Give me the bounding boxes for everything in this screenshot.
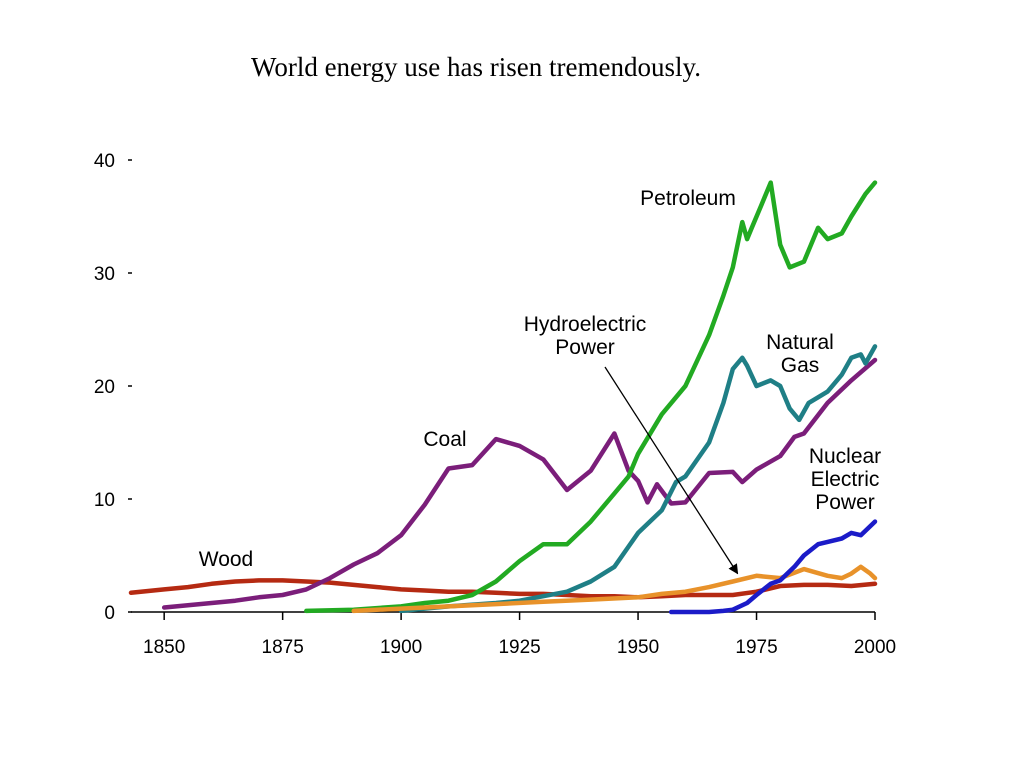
x-tick-label: 1850 — [143, 637, 185, 658]
y-tick-label: 40 — [94, 151, 115, 172]
series-label-wood: Wood — [199, 548, 253, 571]
series-label-line: Power — [815, 491, 875, 514]
slide-title: World energy use has risen tremendously. — [251, 52, 701, 82]
series-label-petroleum: Petroleum — [640, 187, 736, 210]
series-label-line: Coal — [423, 428, 466, 451]
series-line-natural-gas — [398, 344, 878, 614]
series-line-coal — [161, 357, 878, 610]
series-label-nuclear-electric-power: Nuclear Electric Power — [809, 445, 881, 514]
y-tick-label: 0 — [104, 603, 115, 624]
series-label-coal: Coal — [423, 428, 466, 451]
x-tick-label: 1925 — [498, 637, 540, 658]
series-label-line: Natural — [766, 331, 834, 354]
series-label-line: Electric — [811, 468, 880, 491]
series-line-nuclear-electric-power — [668, 519, 878, 615]
series-line-hydroelectric-power — [351, 564, 878, 614]
hydroelectric-arrow — [604, 366, 739, 575]
series-label-line: Hydroelectric — [524, 313, 647, 336]
series-line-wood — [128, 578, 878, 600]
x-tick-label: 1975 — [735, 637, 777, 658]
y-tick-label: 20 — [94, 377, 115, 398]
series-label-line: Power — [555, 336, 615, 359]
series-label-natural-gas: Natural Gas — [766, 331, 834, 377]
y-tick-label: 30 — [94, 264, 115, 285]
series-layer — [128, 180, 878, 615]
series-label-hydroelectric-power: Hydroelectric Power — [524, 313, 647, 359]
x-tick-label: 1875 — [262, 637, 304, 658]
series-label-line: Gas — [781, 354, 820, 377]
series-line-petroleum — [304, 180, 878, 614]
x-tick-label: 2000 — [854, 637, 896, 658]
y-tick-label: 10 — [94, 490, 115, 511]
series-label-line: Wood — [199, 548, 253, 571]
series-label-line: Nuclear — [809, 445, 881, 468]
series-label-line: Petroleum — [640, 187, 736, 210]
x-tick-label: 1950 — [617, 637, 659, 658]
x-tick-label: 1900 — [380, 637, 422, 658]
chart-axes: 0 10 20 30 40 1850 1875 1900 1925 1950 1975 2000 — [94, 151, 896, 658]
